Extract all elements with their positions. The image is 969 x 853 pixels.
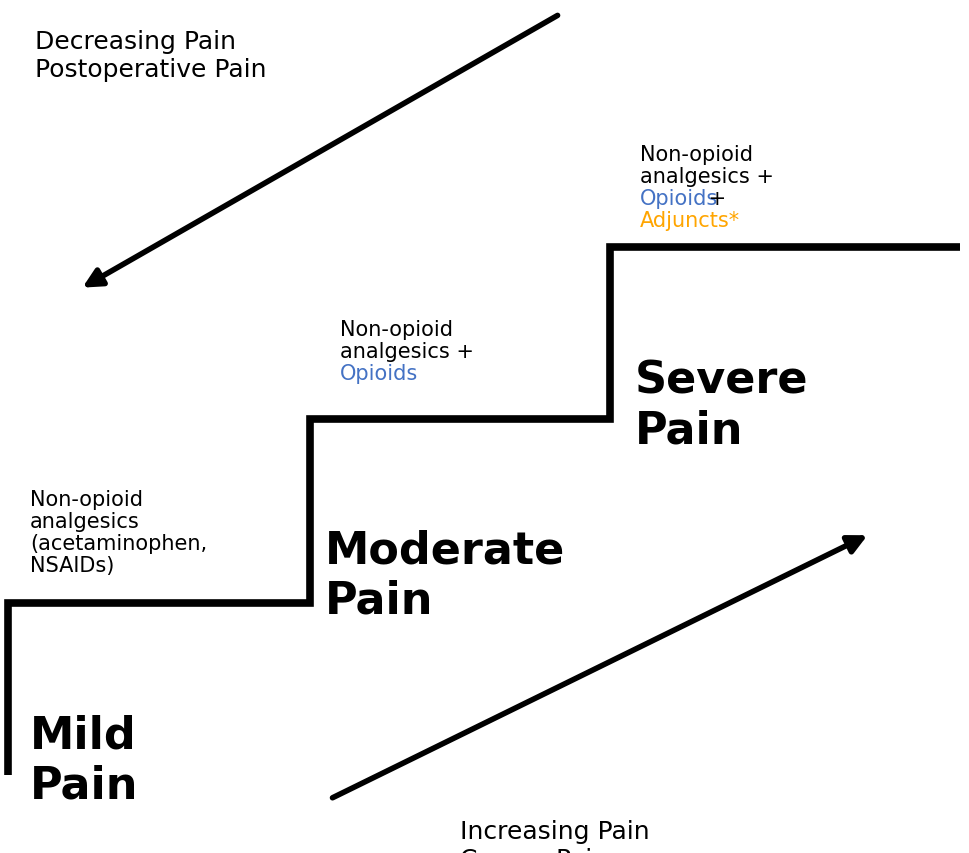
Text: Moderate
Pain: Moderate Pain bbox=[325, 530, 565, 622]
Text: NSAIDs): NSAIDs) bbox=[30, 555, 114, 575]
Text: Opioids: Opioids bbox=[340, 363, 419, 384]
Text: Opioids: Opioids bbox=[640, 189, 718, 209]
Text: Increasing Pain: Increasing Pain bbox=[460, 819, 649, 843]
Text: Decreasing Pain: Decreasing Pain bbox=[35, 30, 236, 54]
Text: Cancer Pain: Cancer Pain bbox=[460, 847, 609, 853]
Text: Severe
Pain: Severe Pain bbox=[635, 360, 808, 452]
Text: Mild
Pain: Mild Pain bbox=[30, 714, 139, 807]
Text: +: + bbox=[702, 189, 726, 209]
Text: analgesics: analgesics bbox=[30, 512, 140, 531]
Text: analgesics +: analgesics + bbox=[640, 167, 774, 187]
Text: (acetaminophen,: (acetaminophen, bbox=[30, 533, 207, 554]
Text: Postoperative Pain: Postoperative Pain bbox=[35, 58, 266, 82]
Text: Non-opioid: Non-opioid bbox=[340, 320, 453, 339]
Text: Non-opioid: Non-opioid bbox=[30, 490, 143, 509]
Text: analgesics +: analgesics + bbox=[340, 341, 474, 362]
Text: Adjuncts*: Adjuncts* bbox=[640, 211, 740, 230]
Text: Non-opioid: Non-opioid bbox=[640, 145, 753, 165]
